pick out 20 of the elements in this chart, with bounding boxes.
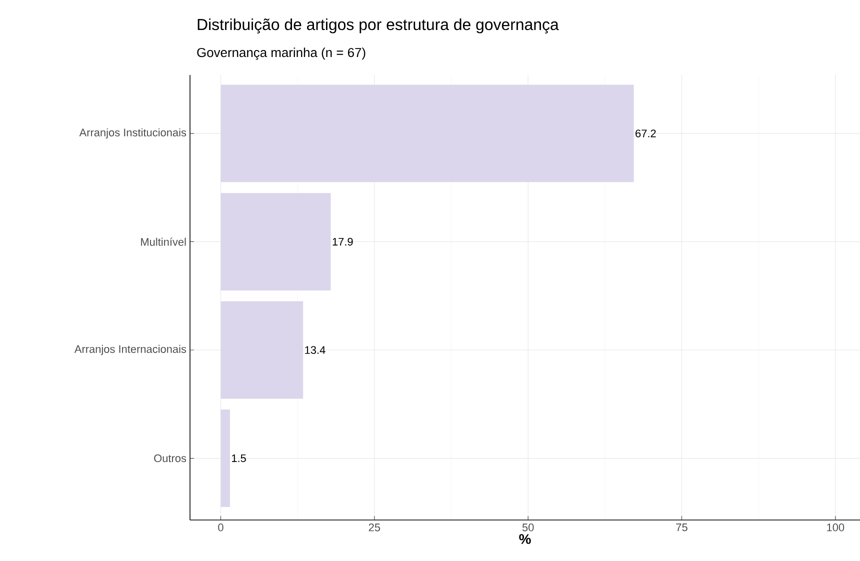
bar: [220, 84, 634, 182]
data-label: 13.4: [305, 346, 326, 354]
x-tick-label: 25: [368, 524, 380, 532]
chart-subtitle: Governança marinha (n = 67): [197, 48, 366, 60]
bar: [220, 193, 331, 290]
x-tick-label: 0: [218, 524, 224, 532]
y-tick-label: Arranjos Institucionais: [79, 128, 186, 139]
data-label: 67.2: [636, 130, 656, 138]
data-label: 17.9: [332, 238, 353, 246]
x-tick-label: 100: [827, 524, 844, 532]
x-tick-label: 75: [676, 524, 688, 532]
y-tick-label: Arranjos Internacionais: [74, 344, 186, 356]
chart-title: Distribuição de artigos por estrutura de governança: [198, 18, 559, 34]
bar: [220, 410, 230, 507]
x-axis-title: %: [519, 534, 531, 544]
bar: [220, 301, 304, 399]
x-tick-label: 50: [522, 524, 534, 532]
y-tick-label: Outros: [154, 454, 186, 462]
data-label: 1.5: [232, 454, 246, 462]
y-tick-label: Multinível: [141, 238, 186, 246]
